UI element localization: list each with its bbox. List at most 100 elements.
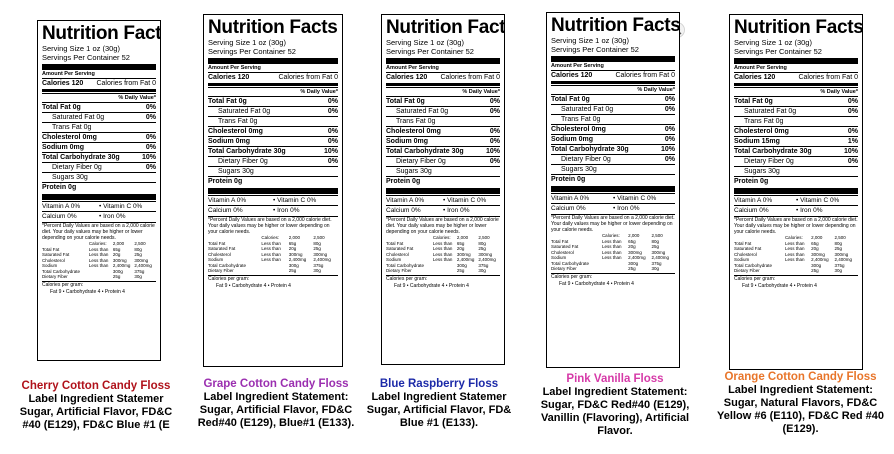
total-fat-row: Total Fat 0g 0% <box>551 94 675 104</box>
table-header-cell: 2,500 <box>651 233 663 238</box>
saturated-fat-label: Saturated Fat 0g <box>744 108 797 115</box>
dietary-fiber-row: Dietary Fiber 0g 0% <box>551 154 675 164</box>
table-row: Total Fat Less than 65g 80g <box>386 241 500 247</box>
calories-per-gram-label: Calories per gram: <box>734 274 858 282</box>
protein-row: Protein 0g <box>551 174 675 184</box>
table-cell: Less than <box>601 255 622 260</box>
calories-from-fat: Calories from Fat 0 <box>278 74 338 81</box>
cholesterol-label: Cholesterol 0mg <box>208 128 263 135</box>
sodium-row: Sodium 0mg 0% <box>551 134 675 144</box>
total-fat-dv: 0% <box>847 98 858 105</box>
table-cell: 300g <box>456 262 467 268</box>
servings-per-container: Servings Per Container 52 <box>208 47 296 56</box>
table-cell: Saturated Fat <box>551 244 579 249</box>
table-cell: Less than <box>261 240 281 246</box>
table-cell: Less than <box>88 263 109 268</box>
cholesterol-dv: 0% <box>847 128 858 135</box>
table-cell: Less than <box>784 246 805 251</box>
table-cell: 375g <box>478 262 489 268</box>
protein-label: Protein 0g <box>208 178 243 185</box>
table-cell: Total Fat <box>208 240 226 246</box>
ingredient-line: Red#40 (E129), Blue#1 (E133). <box>197 417 355 429</box>
cholesterol-row: Cholesterol 0mg 0% <box>551 124 675 134</box>
table-cell: Sodium <box>734 257 750 262</box>
table-cell: Less than <box>432 246 453 251</box>
saturated-fat-row: Saturated Fat 0g 0% <box>551 104 675 114</box>
cholesterol-row: Cholesterol 0mg 0% <box>386 126 500 136</box>
sodium-label: Sodium 0mg <box>208 138 251 145</box>
table-cell <box>785 268 811 274</box>
table-cell: Total Fat <box>42 246 60 252</box>
table-cell: 20g <box>288 246 297 251</box>
table-row: Total Fat Less than 65g 80g <box>551 239 675 245</box>
ingredient-line: #40 (E129), FD&C Blue #1 (E <box>22 419 170 431</box>
table-cell: 300mg <box>651 249 666 255</box>
ingredient-line: Flavor. <box>597 425 633 437</box>
table-cell: Less than <box>601 244 622 249</box>
ingredient-line: (E129). <box>782 423 819 435</box>
cholesterol-dv: 0% <box>664 126 675 133</box>
total-carbohydrate-row: Total Carbohydrate 30g 10% <box>551 144 675 154</box>
total-fat-row: Total Fat 0g 0% <box>42 102 156 112</box>
product-name: Grape Cotton Candy Floss <box>203 378 349 390</box>
sodium-row: Sodium 0mg 0% <box>386 136 500 146</box>
table-cell: Less than <box>601 238 622 244</box>
calories-per-gram-values: Fat 9 • Carbohydrate 4 • Protein 4 <box>216 282 291 289</box>
ingredient-line: Label Ingredient Statemer <box>28 393 164 405</box>
divider <box>386 83 500 86</box>
saturated-fat-row: Saturated Fat 0g 0% <box>734 106 858 116</box>
daily-value-footnote: *Percent Daily Values are based on a 2,0… <box>734 216 858 235</box>
sugars-label: Sugars 30g <box>561 166 597 173</box>
divider <box>734 58 858 64</box>
table-cell: Less than <box>432 251 453 257</box>
table-header-cell: 2,000 <box>456 235 469 240</box>
vitamin-c: • Vitamin C 0% <box>99 203 143 210</box>
dietary-fiber-dv: 0% <box>664 156 675 163</box>
table-row: Sodium Less than 2,400mg 2,400mg <box>734 257 858 263</box>
daily-value-header: % Daily Value* <box>42 93 156 102</box>
product-caption: Pink Vanilla Floss Label Ingredient State… <box>527 373 703 438</box>
table-cell: 2,400mg <box>313 257 331 262</box>
table-cell: Less than <box>88 257 109 263</box>
total-fat-dv: 0% <box>327 98 338 105</box>
daily-value-footnote: *Percent Daily Values are based on a 2,0… <box>386 216 500 235</box>
vitamin-a: Vitamin A 0% <box>551 195 590 202</box>
table-cell: 25g <box>651 244 660 249</box>
total-carbohydrate-label: Total Carbohydrate 30g <box>551 146 629 153</box>
ingredient-line: Blue #1 (E133). <box>399 417 479 429</box>
table-cell: Total Fat <box>551 238 569 244</box>
dietary-fiber-row: Dietary Fiber 0g 0% <box>734 156 858 166</box>
protein-label: Protein 0g <box>42 184 77 191</box>
sodium-dv: 0% <box>145 144 156 151</box>
calcium: Calcium 0% <box>42 213 77 220</box>
ingredient-line: Sugar, Artificial Flavor, FD&C <box>19 406 173 418</box>
saturated-fat-label: Saturated Fat 0g <box>218 108 271 115</box>
saturated-fat-label: Saturated Fat 0g <box>396 108 449 115</box>
calories-from-fat: Calories from Fat 0 <box>798 74 858 81</box>
total-fat-label: Total Fat 0g <box>208 98 247 105</box>
table-cell: Dietary Fiber <box>386 268 412 273</box>
product-name: Cherry Cotton Candy Floss <box>21 380 171 392</box>
calories-per-gram-label: Calories per gram: <box>386 274 500 282</box>
table-cell: 2,400mg <box>651 255 670 260</box>
table-cell: Sodium <box>42 263 58 268</box>
total-carbohydrate-label: Total Carbohydrate 30g <box>208 148 286 155</box>
table-header-cell: 2,500 <box>134 241 146 246</box>
table-cell: Saturated Fat <box>734 246 762 251</box>
trans-fat-label: Trans Fat 0g <box>396 118 436 125</box>
iron: • Iron 0% <box>443 207 470 214</box>
total-fat-dv: 0% <box>664 96 675 103</box>
table-row: Cholesterol Less than 300mg 300mg <box>42 258 156 264</box>
panel-title: Nutrition Facts <box>42 23 161 44</box>
nutrition-facts-panel: Nutrition Facts Serving Size 1 oz (30g) Se… <box>729 14 863 370</box>
total-fat-label: Total Fat 0g <box>386 98 425 105</box>
calories-row: Calories 120 Calories from Fat 0 <box>42 78 156 88</box>
table-cell: 80g <box>134 246 142 252</box>
vitamin-c: • Vitamin C 0% <box>613 195 657 202</box>
table-row: Saturated Fat Less than 20g 25g <box>734 246 858 252</box>
nutrition-facts-panel: Nutrition Facts Serving Size 1 oz (30g) Se… <box>546 12 680 368</box>
calcium: Calcium 0% <box>386 207 421 214</box>
table-row: Sodium Less than 2,400mg 2,400mg <box>551 255 675 261</box>
table-cell: Cholesterol <box>208 251 231 257</box>
ingredient-line: Sugar, FD&C Red#40 (E129), <box>540 399 690 411</box>
